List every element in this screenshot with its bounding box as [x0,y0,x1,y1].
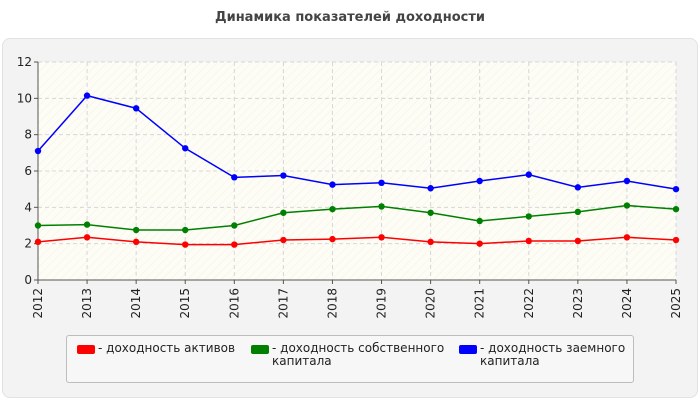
x-tick-label: 2019 [375,288,389,319]
y-tick-label: 0 [24,273,32,287]
data-point [525,213,532,220]
chart-title: Динамика показателей доходности [215,10,485,25]
data-point [231,241,238,248]
legend-label: - доходность активов [98,341,236,355]
data-point [427,185,434,192]
data-point [182,241,189,248]
data-point [34,222,42,229]
y-tick-label: 6 [24,164,32,178]
data-point [525,171,532,178]
data-point [132,238,140,246]
y-tick-label: 2 [24,237,32,251]
data-point [378,179,385,187]
x-tick-label: 2025 [669,288,683,319]
series-line-2 [37,94,677,190]
x-tick-label: 2012 [31,288,45,319]
data-point [34,147,42,155]
legend-label-line2: капитала [272,354,332,368]
data-point [525,237,532,245]
data-point [182,145,189,152]
legend-label-line2: капитала [480,354,540,368]
x-tick-label: 2013 [80,288,94,319]
data-point [280,236,287,244]
data-point [476,177,483,185]
x-tick-label: 2024 [620,288,634,319]
data-point [574,184,582,191]
data-point [476,240,483,247]
y-tick-label: 8 [24,128,32,142]
data-point [132,226,140,234]
data-point [329,205,336,213]
data-point [427,209,434,216]
data-point [280,209,287,216]
data-point [574,208,582,216]
data-point [182,226,189,234]
data-point [623,234,631,241]
legend-swatch-blue [459,345,477,354]
legend-label: - доходность заемного [480,341,626,355]
data-point [83,221,91,228]
data-point [672,205,680,213]
series-line-1 [37,204,677,231]
legend-swatch-red [77,345,95,354]
x-tick-label: 2015 [178,288,192,319]
x-tick-label: 2014 [129,288,143,319]
legend-label: - доходность собственного [272,341,445,355]
data-point [378,234,385,241]
legend-item-assets[interactable]: - доходность активов [77,342,235,355]
data-point [280,172,287,179]
y-tick-label: 12 [17,55,32,69]
data-point [231,222,238,229]
data-point [672,185,680,193]
data-point [574,237,582,245]
data-point [623,177,631,185]
data-point [672,236,680,244]
legend-item-equity[interactable]: - доходность собственного капитала [251,342,444,368]
legend-item-debt[interactable]: - доходность заемного капитала [459,342,625,368]
data-point [231,174,238,181]
data-point [623,202,631,209]
x-tick-label: 2018 [325,288,339,319]
y-tick-labels: 0 2 4 6 8 10 12 [17,55,32,287]
y-tick-label: 4 [24,200,32,214]
data-point [427,238,434,246]
x-tick-label: 2023 [571,288,585,319]
x-tick-label: 2016 [227,288,241,319]
data-point [476,217,483,225]
x-tick-label: 2020 [424,288,438,319]
data-point [83,234,91,241]
x-tick-label: 2021 [473,288,487,319]
y-tick-label: 10 [17,91,32,105]
data-point [378,203,385,210]
legend: - доходность активов - доходность собств… [66,335,634,383]
x-tick-label: 2022 [522,288,536,319]
series-line-0 [37,236,677,246]
data-point [34,238,42,246]
data-point [132,105,140,112]
x-tick-label: 2017 [276,288,290,319]
data-point [329,181,336,188]
legend-swatch-green [251,345,269,354]
data-point [83,92,91,99]
series-lines [34,92,680,248]
data-point [329,235,336,243]
x-tick-labels: 2012 2013 2014 2015 2016 2017 2018 2019 2020 2021… [31,288,683,319]
